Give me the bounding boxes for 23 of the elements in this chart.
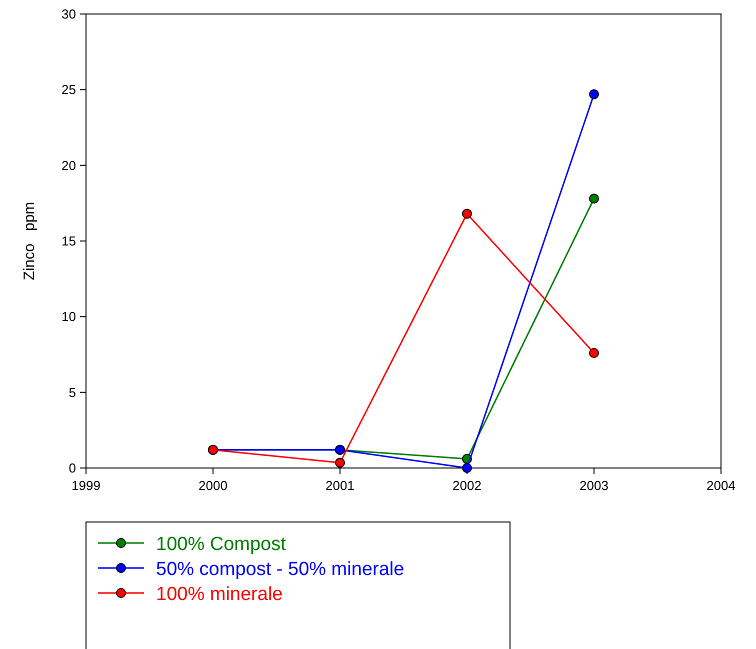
point xyxy=(589,348,599,358)
point xyxy=(335,458,345,468)
x-tick-label: 2002 xyxy=(452,478,482,493)
y-tick-label: 10 xyxy=(62,309,76,324)
x-tick-label: 2004 xyxy=(706,478,736,493)
y-tick-label: 25 xyxy=(62,82,76,98)
y-tick-label: 15 xyxy=(62,234,76,248)
legend-label: 100% minerale xyxy=(156,584,283,605)
point xyxy=(589,194,599,204)
legend-label: 100% Compost xyxy=(156,534,287,555)
y-tick-label: 0 xyxy=(68,460,76,476)
x-tick-label: 2003 xyxy=(580,478,608,493)
y-tick-label: 5 xyxy=(68,384,76,400)
y-axis-title: Zinco ppm xyxy=(21,202,38,280)
point xyxy=(462,208,472,219)
point xyxy=(589,89,599,100)
point xyxy=(462,463,472,473)
y-tick-label: 20 xyxy=(62,158,76,173)
x-tick-label: 1999 xyxy=(72,478,100,493)
x-tick-label: 2001 xyxy=(326,478,354,493)
legend-label: 50% compost - 50% minerale xyxy=(156,559,404,580)
x-tick-label: 2000 xyxy=(198,478,228,493)
y-tick-label: 30 xyxy=(62,6,76,22)
